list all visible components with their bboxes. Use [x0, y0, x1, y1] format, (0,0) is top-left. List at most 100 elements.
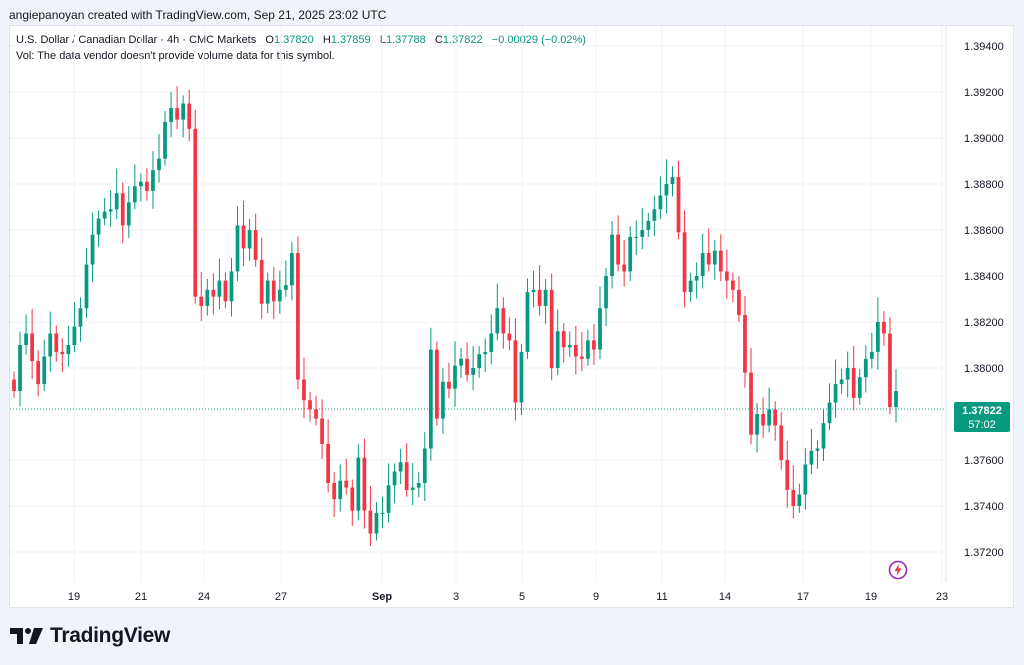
- candle-body: [531, 289, 536, 293]
- candle: [676, 160, 681, 240]
- candle: [374, 502, 379, 541]
- candle: [157, 134, 161, 183]
- candle: [785, 440, 790, 508]
- candle: [761, 397, 765, 438]
- y-tick-label: 1.37400: [964, 501, 1004, 513]
- candle-body: [12, 379, 16, 391]
- candle: [229, 257, 234, 317]
- candle-body: [126, 202, 131, 226]
- candle-body: [193, 128, 198, 297]
- candle: [833, 359, 838, 418]
- candle: [253, 213, 258, 267]
- candle: [181, 95, 186, 138]
- candle: [809, 428, 814, 475]
- candle-body: [586, 340, 590, 359]
- lightning-icon[interactable]: [888, 560, 908, 580]
- candle-body: [60, 351, 65, 355]
- candle: [398, 448, 403, 484]
- candle-body: [525, 292, 530, 352]
- x-tick-label: 11: [656, 591, 667, 603]
- bar-countdown: 57:02: [968, 419, 996, 431]
- legend-symbol[interactable]: U.S. Dollar / Canadian Dollar · 4h · CMC…: [16, 34, 257, 46]
- candle-body: [241, 225, 246, 249]
- candle: [205, 278, 210, 316]
- candle-body: [308, 400, 312, 410]
- candle-body: [791, 489, 796, 506]
- candle-body: [108, 209, 113, 212]
- candle-body: [664, 184, 669, 196]
- candle: [271, 267, 276, 320]
- candle-body: [839, 379, 844, 385]
- candle: [640, 208, 645, 250]
- candle-body: [495, 308, 500, 334]
- candle-body: [138, 181, 143, 187]
- candle-body: [851, 368, 856, 398]
- candle-body: [447, 381, 451, 389]
- candle-body: [368, 510, 373, 534]
- candle: [48, 311, 53, 372]
- candle-body: [465, 358, 469, 375]
- legend-high-value: 1.37859: [330, 34, 371, 46]
- candle: [531, 270, 536, 308]
- candle: [749, 347, 753, 445]
- candle: [694, 262, 699, 299]
- candle: [114, 168, 119, 219]
- candle: [586, 329, 590, 366]
- candle: [145, 168, 149, 201]
- candle-body: [102, 211, 107, 219]
- candle-body: [561, 331, 566, 348]
- candle-body: [277, 289, 282, 302]
- candle-body: [283, 285, 288, 290]
- candle-body: [773, 409, 778, 426]
- candle-body: [332, 483, 337, 500]
- candle-body: [737, 289, 741, 316]
- candle: [755, 403, 759, 453]
- legend-close-key: C: [434, 34, 443, 46]
- candle-body: [797, 494, 802, 506]
- candle: [84, 248, 89, 318]
- candle-body: [537, 289, 542, 306]
- candle: [670, 166, 675, 197]
- candle-body: [869, 351, 874, 359]
- candle: [30, 308, 34, 380]
- candle-body: [229, 271, 234, 302]
- candle: [302, 357, 306, 419]
- candle-body: [302, 379, 306, 401]
- candle-body: [785, 460, 790, 490]
- candle-body: [199, 296, 204, 306]
- candle: [815, 440, 820, 469]
- candle-body: [489, 333, 494, 352]
- candle: [199, 272, 204, 322]
- candle-body: [392, 471, 397, 486]
- candle: [187, 89, 192, 142]
- candle-body: [18, 345, 22, 391]
- candle: [296, 236, 300, 390]
- candle: [682, 210, 687, 308]
- candle: [175, 86, 179, 130]
- candle: [265, 272, 270, 314]
- candle-body: [296, 253, 300, 380]
- candle: [471, 346, 475, 391]
- candle-body: [54, 333, 59, 352]
- candle: [483, 338, 488, 373]
- legend-low-key: L: [379, 34, 386, 46]
- candle-body: [24, 333, 28, 345]
- candle: [495, 283, 500, 341]
- candle: [628, 226, 633, 282]
- chart-frame: [9, 25, 1014, 608]
- candle: [138, 173, 143, 202]
- x-tick-label: 9: [593, 591, 599, 603]
- candle: [108, 190, 113, 227]
- candle-body: [616, 234, 620, 265]
- candle: [652, 195, 657, 236]
- candle: [525, 278, 530, 359]
- candle-body: [314, 409, 318, 419]
- candle: [18, 331, 22, 407]
- candle-body: [320, 418, 324, 444]
- candle-body: [700, 253, 705, 276]
- candle-body: [579, 356, 584, 359]
- candle: [90, 212, 95, 283]
- candle-body: [471, 368, 475, 375]
- tradingview-logo[interactable]: TradingView: [10, 624, 170, 648]
